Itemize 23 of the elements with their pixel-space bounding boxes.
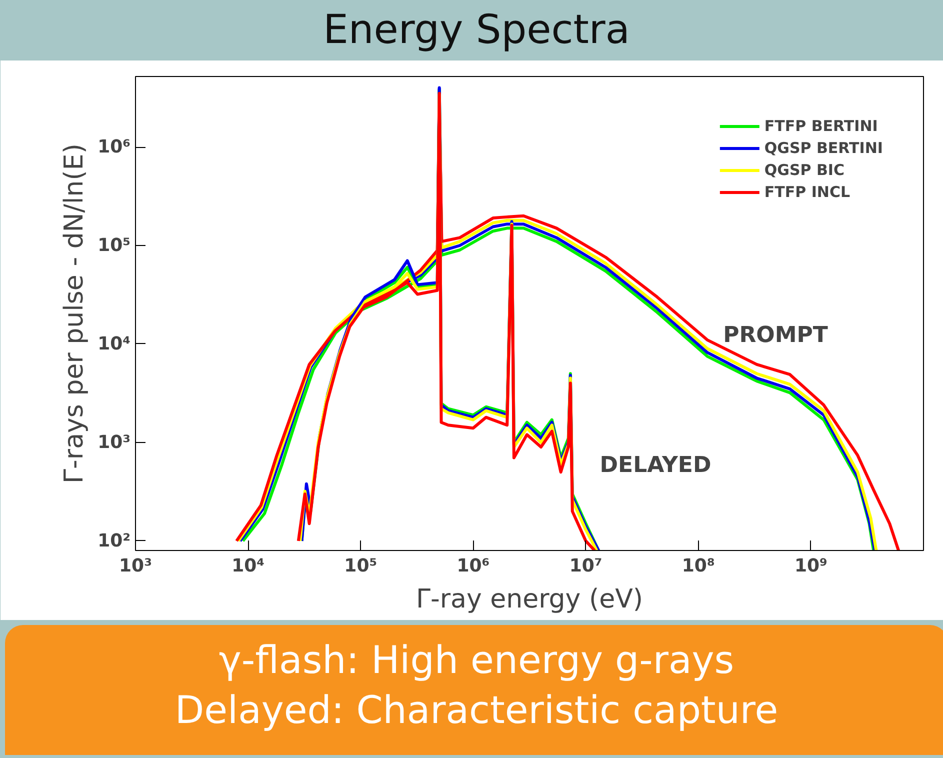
y-tick-label: 10³ (98, 432, 131, 453)
y-tick-label: 10⁶ (98, 136, 131, 158)
text: γ-flash: High energy g-rays (218, 638, 734, 682)
x-tick-label: 10⁷ (569, 556, 602, 576)
y-axis-title: Γ-rays per pulse - dN/ln(E) (60, 144, 90, 484)
x-tick-label: 10⁹ (794, 556, 828, 576)
chart-title: Energy Spectra (323, 6, 630, 55)
y-tick-label: 10² (98, 530, 131, 552)
x-tick-label: 10⁴ (232, 556, 265, 576)
legend-label: FTFP INCL (764, 183, 850, 201)
y-tick-label: 10⁵ (98, 235, 131, 256)
annotation: DELAYED (600, 453, 712, 478)
x-tick-label: 10⁶ (456, 556, 490, 576)
x-tick-label: 10³ (119, 556, 152, 576)
x-tick-label: 10⁵ (344, 556, 378, 576)
legend-label: FTFP BERTINI (764, 117, 878, 135)
y-tick-label: 10⁴ (98, 333, 131, 354)
text: Delayed: Characteristic capture (174, 688, 778, 732)
x-tick-label: 10⁸ (682, 556, 715, 576)
annotation: PROMPT (723, 323, 828, 348)
x-axis-title: Γ-ray energy (eV) (416, 584, 644, 614)
legend-label: QGSP BERTINI (764, 139, 883, 157)
legend-label: QGSP BIC (764, 161, 845, 179)
